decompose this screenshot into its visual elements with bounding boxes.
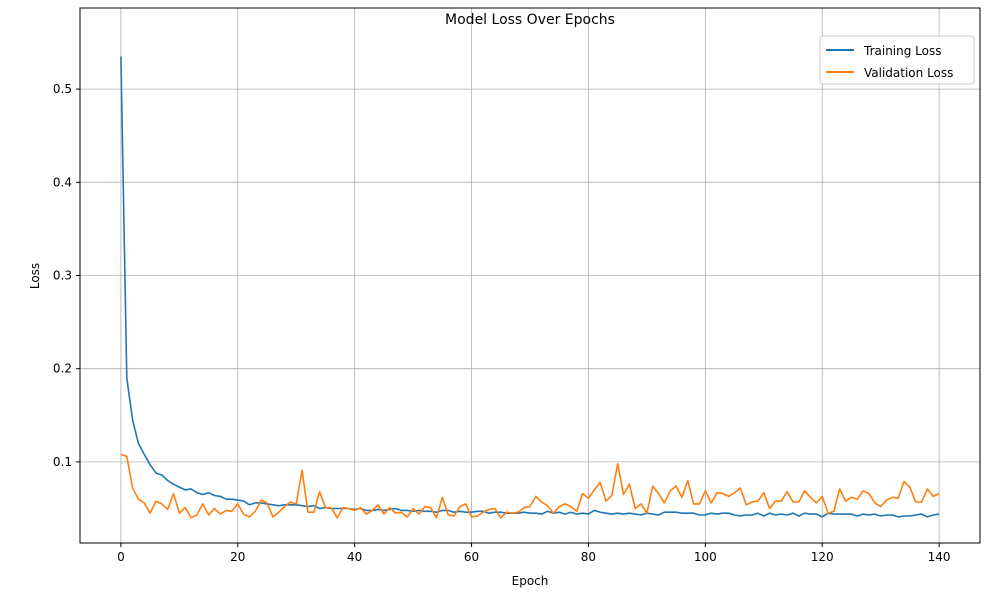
grid <box>80 8 980 543</box>
chart-title: Model Loss Over Epochs <box>445 12 615 28</box>
y-tick-label: 0.3 <box>53 269 72 283</box>
legend-label-validation: Validation Loss <box>864 66 953 80</box>
legend: Training Loss Validation Loss <box>819 35 975 85</box>
series-lines <box>120 56 940 519</box>
y-axis-label: Loss <box>28 263 42 289</box>
x-tick-label: 120 <box>811 550 834 564</box>
y-tick-label: 0.1 <box>53 455 72 469</box>
y-tick-label: 0.2 <box>53 362 72 376</box>
x-axis-label: Epoch <box>512 574 549 588</box>
x-tick-label: 60 <box>464 550 479 564</box>
x-tick-label: 0 <box>117 550 125 564</box>
legend-label-training: Training Loss <box>863 44 941 58</box>
x-tick-label: 20 <box>230 550 245 564</box>
x-tick-label: 140 <box>928 550 951 564</box>
x-tick-label: 80 <box>581 550 596 564</box>
y-tick-label: 0.5 <box>53 82 72 96</box>
y-axis: 0.1 0.2 0.3 0.4 0.5 <box>53 82 80 469</box>
series-line-validation <box>120 453 940 519</box>
x-axis: 0 20 40 60 80 100 120 140 <box>117 543 951 564</box>
series-line-training <box>120 56 940 518</box>
y-tick-label: 0.4 <box>53 175 72 189</box>
x-tick-label: 100 <box>694 550 717 564</box>
legend-box <box>819 35 975 85</box>
x-tick-label: 40 <box>347 550 362 564</box>
